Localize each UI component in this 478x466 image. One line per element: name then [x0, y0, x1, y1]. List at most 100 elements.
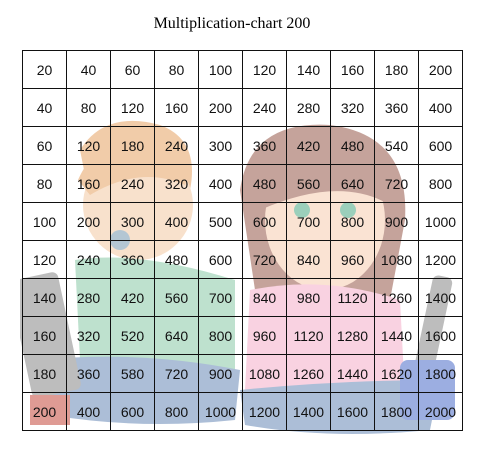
table-cell: 400	[66, 392, 111, 431]
table-cell: 180	[22, 354, 67, 393]
table-cell: 40	[22, 88, 67, 127]
table-cell: 80	[22, 164, 67, 203]
table-cell: 1200	[242, 392, 287, 431]
table-cell: 600	[418, 126, 463, 165]
table-cell: 700	[198, 278, 243, 317]
table-cell: 1600	[330, 392, 375, 431]
table-cell: 540	[374, 126, 419, 165]
table-cell: 320	[330, 88, 375, 127]
table-cell: 80	[66, 88, 111, 127]
table-cell: 160	[22, 316, 67, 355]
table-cell: 640	[330, 164, 375, 203]
table-cell: 120	[110, 88, 155, 127]
table-cell: 2000	[418, 392, 463, 431]
table-cell: 1440	[374, 316, 419, 355]
table-cell: 1000	[198, 392, 243, 431]
table-cell: 1200	[418, 240, 463, 279]
table-cell: 1400	[286, 392, 331, 431]
table-cell: 1280	[330, 316, 375, 355]
table-cell: 600	[198, 240, 243, 279]
table-cell: 240	[110, 164, 155, 203]
table-cell: 560	[286, 164, 331, 203]
table-cell: 800	[154, 392, 199, 431]
table-cell: 900	[374, 202, 419, 241]
table-row: 180 360 580 720 900 1080 1260 1440 1620 1800	[22, 354, 463, 393]
table-cell: 980	[286, 278, 331, 317]
table-cell: 640	[154, 316, 199, 355]
table-cell: 20	[22, 50, 67, 89]
table-cell: 60	[22, 126, 67, 165]
table-cell: 1080	[374, 240, 419, 279]
table-cell: 600	[110, 392, 155, 431]
table-cell: 1600	[418, 316, 463, 355]
table-cell: 700	[286, 202, 331, 241]
table-cell: 360	[66, 354, 111, 393]
table-cell: 1800	[374, 392, 419, 431]
table-row: 100 200 300 400 500 600 700 800 900 1000	[22, 202, 463, 241]
table-cell: 900	[198, 354, 243, 393]
table-cell: 1620	[374, 354, 419, 393]
table-cell: 800	[418, 164, 463, 203]
table-row: 200 400 600 800 1000 1200 1400 1600 1800 2000	[22, 392, 463, 431]
table-cell: 240	[154, 126, 199, 165]
table-cell: 280	[66, 278, 111, 317]
table-cell: 140	[22, 278, 67, 317]
table-cell: 100	[198, 50, 243, 89]
table-cell: 360	[110, 240, 155, 279]
table-row: 20 40 60 80 100 120 140 160 180 200	[22, 50, 463, 89]
table-cell: 480	[242, 164, 287, 203]
table-cell: 120	[66, 126, 111, 165]
table-cell: 840	[286, 240, 331, 279]
table-cell: 720	[374, 164, 419, 203]
table-row: 60 120 180 240 300 360 420 480 540 600	[22, 126, 463, 165]
table-cell: 960	[242, 316, 287, 355]
table-cell: 600	[242, 202, 287, 241]
table-cell: 800	[330, 202, 375, 241]
table-cell: 1400	[418, 278, 463, 317]
table-cell: 1120	[286, 316, 331, 355]
table-cell: 720	[154, 354, 199, 393]
table-row: 120 240 360 480 600 720 840 960 1080 1200	[22, 240, 463, 279]
table-cell: 800	[198, 316, 243, 355]
table-cell: 720	[242, 240, 287, 279]
table-cell: 120	[22, 240, 67, 279]
table-row: 160 320 520 640 800 960 1120 1280 1440 1600	[22, 316, 463, 355]
table-cell: 200	[198, 88, 243, 127]
table-cell: 840	[242, 278, 287, 317]
table-cell: 1260	[286, 354, 331, 393]
table-cell: 200	[66, 202, 111, 241]
table-cell: 580	[110, 354, 155, 393]
table-cell: 80	[154, 50, 199, 89]
table-cell: 180	[374, 50, 419, 89]
table-cell: 140	[286, 50, 331, 89]
table-cell: 360	[374, 88, 419, 127]
table-cell: 1260	[374, 278, 419, 317]
table-row: 140 280 420 560 700 840 980 1120 1260 1400	[22, 278, 463, 317]
table-cell: 1800	[418, 354, 463, 393]
table-cell: 400	[154, 202, 199, 241]
table-cell: 240	[66, 240, 111, 279]
table-cell: 180	[110, 126, 155, 165]
table-cell: 160	[154, 88, 199, 127]
table-cell: 160	[330, 50, 375, 89]
table-cell: 1080	[242, 354, 287, 393]
table-cell: 520	[110, 316, 155, 355]
table-cell: 100	[22, 202, 67, 241]
table-cell: 400	[198, 164, 243, 203]
table-cell: 480	[330, 126, 375, 165]
table-cell: 320	[66, 316, 111, 355]
table-cell: 1440	[330, 354, 375, 393]
table-cell: 500	[198, 202, 243, 241]
page-title: Multiplication-chart 200	[153, 15, 311, 32]
table-cell: 1120	[330, 278, 375, 317]
table-cell: 200	[22, 392, 67, 431]
table-cell: 300	[110, 202, 155, 241]
table-body: 20 40 60 80 100 120 140 160 180 200 40 80 120 160 200 2…	[22, 50, 463, 431]
table-cell: 420	[286, 126, 331, 165]
table-cell: 300	[198, 126, 243, 165]
multiplication-table: 20 40 60 80 100 120 140 160 180 200 40 80 120 160 200 2…	[22, 50, 463, 431]
table-cell: 320	[154, 164, 199, 203]
table-cell: 160	[66, 164, 111, 203]
table-cell: 280	[286, 88, 331, 127]
table-row: 40 80 120 160 200 240 280 320 360 400	[22, 88, 463, 127]
